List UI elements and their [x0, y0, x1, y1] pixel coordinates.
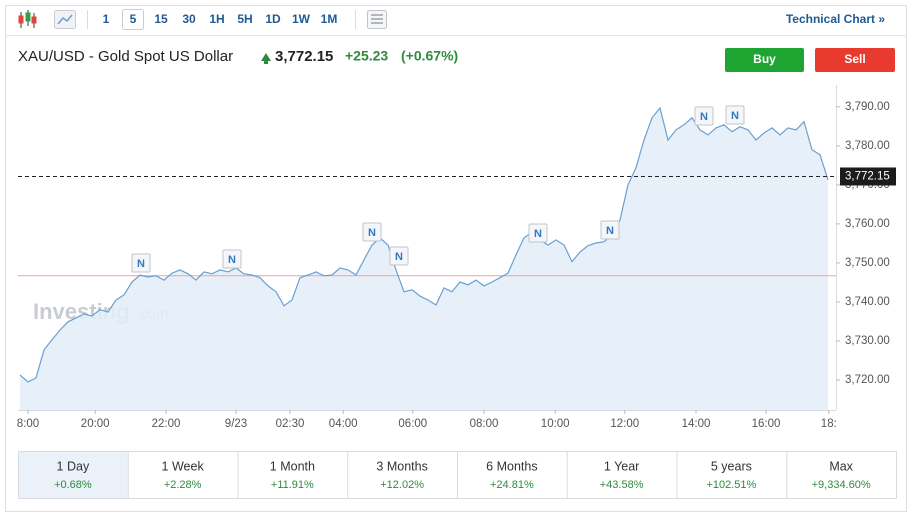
- news-marker-label[interactable]: N: [534, 228, 542, 240]
- buy-label[interactable]: Buy: [753, 52, 776, 66]
- settings-icon[interactable]: [367, 10, 387, 29]
- interval[interactable]: 15: [154, 12, 168, 26]
- buy-button[interactable]: [725, 48, 804, 72]
- interval[interactable]: 1H: [209, 12, 224, 26]
- news-marker-label[interactable]: N: [137, 258, 145, 270]
- period-change[interactable]: +11.91%: [271, 479, 314, 491]
- news-marker[interactable]: [725, 105, 745, 125]
- x-tick-label: 02:30: [276, 418, 305, 430]
- period-label[interactable]: 1 Year: [604, 459, 639, 473]
- news-marker[interactable]: [131, 253, 151, 273]
- period-label[interactable]: 1 Week: [162, 459, 205, 473]
- news-marker[interactable]: [600, 220, 620, 240]
- x-tick-label: 08:00: [470, 418, 499, 430]
- period-label[interactable]: 1 Month: [270, 459, 315, 473]
- period-change[interactable]: +2.28%: [164, 479, 202, 491]
- news-marker[interactable]: [528, 223, 548, 243]
- period-change[interactable]: +102.51%: [706, 479, 756, 491]
- area: [20, 108, 828, 410]
- interval[interactable]: 1D: [265, 12, 281, 26]
- current-price-tag: [840, 167, 896, 186]
- period-change[interactable]: +0.68%: [54, 479, 92, 491]
- period-selected: [19, 452, 128, 498]
- x-tick-label: 12:00: [610, 418, 639, 430]
- candle-icon[interactable]: [18, 10, 37, 28]
- period-change[interactable]: +12.02%: [380, 479, 424, 491]
- x-tick-label: 18:: [821, 418, 837, 430]
- news-marker-label[interactable]: N: [228, 254, 236, 266]
- y-tick-label: 3,790.00: [845, 101, 890, 113]
- interval[interactable]: 5: [130, 12, 137, 26]
- news-marker[interactable]: [389, 246, 409, 266]
- period-label[interactable]: 6 Months: [486, 459, 537, 473]
- y-tick-label: 3,730.00: [845, 335, 890, 347]
- y-tick-label: 3,720.00: [845, 374, 890, 386]
- x-tick-label: 22:00: [152, 418, 181, 430]
- news-marker-label[interactable]: N: [368, 227, 376, 239]
- period-label[interactable]: Max: [829, 459, 853, 473]
- price-change: +25.23: [345, 48, 388, 64]
- x-tick-label: 9/23: [225, 418, 247, 430]
- news-marker[interactable]: [362, 222, 382, 242]
- y-tick-label: 3,750.00: [845, 257, 890, 269]
- price: 3,772.15: [275, 48, 333, 65]
- x-tick-label: 16:00: [752, 418, 781, 430]
- interval[interactable]: 1W: [292, 12, 311, 26]
- period-change[interactable]: +24.81%: [490, 479, 534, 491]
- technical-chart-link[interactable]: Technical Chart »: [786, 12, 885, 26]
- period-label[interactable]: 1 Day: [57, 459, 90, 473]
- news-marker-label[interactable]: N: [606, 225, 614, 237]
- interval[interactable]: 5H: [237, 12, 252, 26]
- x-tick-label: 06:00: [398, 418, 427, 430]
- news-marker-label[interactable]: N: [700, 111, 708, 123]
- interval[interactable]: 1M: [321, 12, 338, 26]
- interval[interactable]: 1: [103, 12, 110, 26]
- news-marker-label[interactable]: N: [731, 110, 739, 122]
- x-tick-label: 20:00: [81, 418, 110, 430]
- y-tick-label: 3,760.00: [845, 218, 890, 230]
- price-line: [19, 106, 829, 383]
- news-marker[interactable]: [694, 106, 714, 126]
- price-change-pct: (+0.67%): [401, 48, 458, 64]
- interval[interactable]: 30: [182, 12, 196, 26]
- interval-selected: [122, 9, 144, 30]
- y-tick-label: 3,780.00: [845, 140, 890, 152]
- up-arrow: [261, 53, 271, 64]
- x-tick-label: 10:00: [541, 418, 570, 430]
- y-tick-label: 3,740.00: [845, 296, 890, 308]
- period-change[interactable]: +9,334.60%: [812, 479, 871, 491]
- current-price-label: 3,772.15: [845, 171, 890, 183]
- x-tick-label: 8:00: [17, 418, 39, 430]
- period-change[interactable]: +43.58%: [600, 479, 644, 491]
- sell-button[interactable]: [815, 48, 895, 72]
- period-label[interactable]: 3 Months: [376, 459, 427, 473]
- news-marker-label[interactable]: N: [395, 251, 403, 263]
- x-tick-label: 14:00: [682, 418, 711, 430]
- x-tick-label: 04:00: [329, 418, 358, 430]
- symbol-name: XAU/USD - Gold Spot US Dollar: [18, 48, 233, 65]
- line-icon[interactable]: [54, 10, 76, 29]
- news-marker[interactable]: [222, 249, 242, 269]
- period-label[interactable]: 5 years: [711, 459, 752, 473]
- sell-label[interactable]: Sell: [844, 52, 865, 66]
